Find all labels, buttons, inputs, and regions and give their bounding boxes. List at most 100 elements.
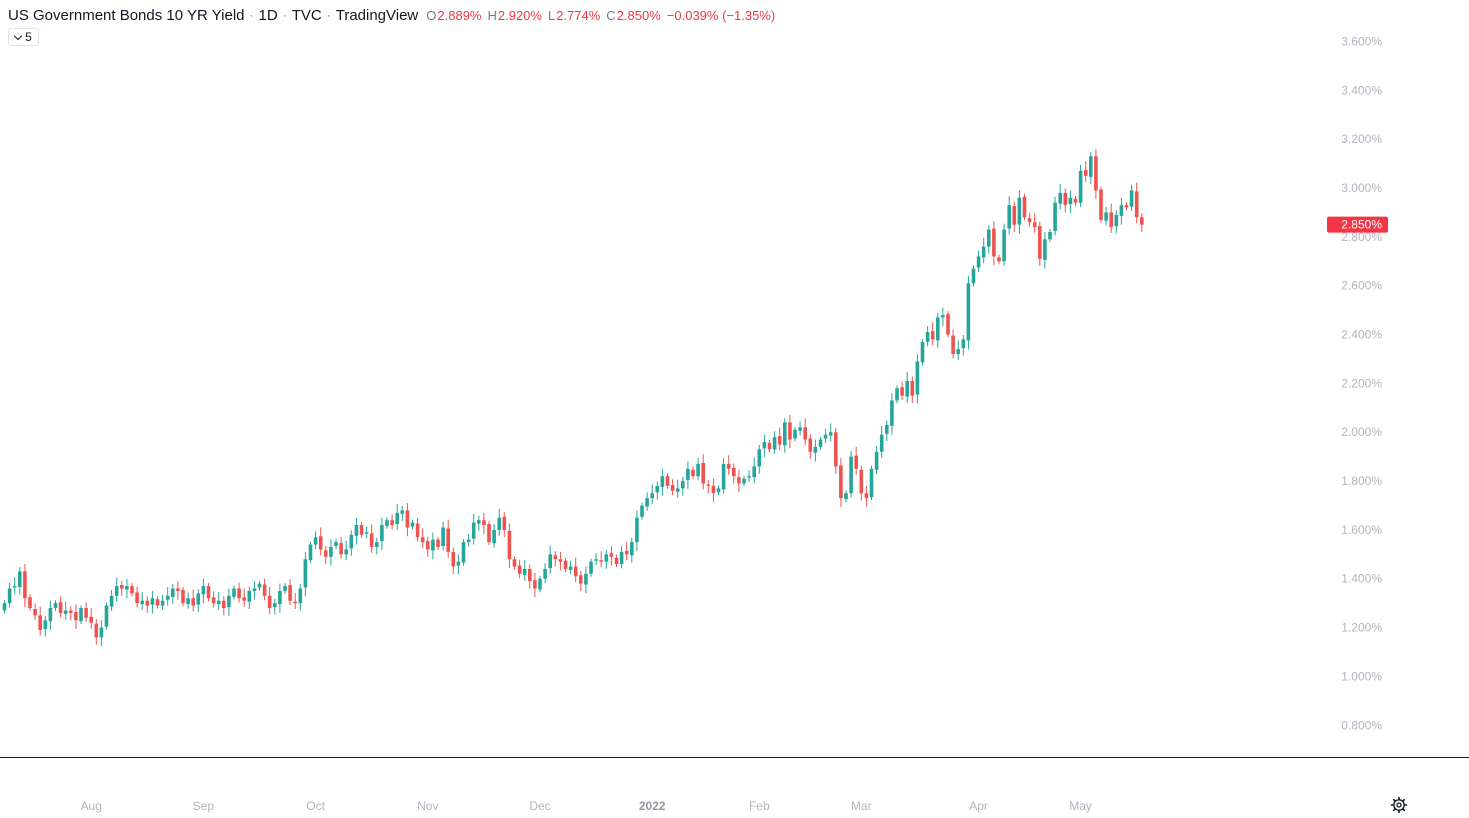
candle [839,458,843,507]
candle [971,265,976,287]
candle [318,527,323,556]
candle [813,439,818,462]
candle [732,463,736,484]
candle [890,393,894,435]
candle [191,589,195,612]
candle [1007,196,1011,235]
candle [1083,161,1088,182]
candle [1094,148,1098,200]
candle [109,589,114,611]
time-tick-label: Nov [417,799,438,813]
candle [936,313,940,348]
candle [777,427,782,451]
candle [385,517,389,529]
candle [1089,151,1093,185]
legend-separator: · [249,8,254,22]
candle [369,524,374,553]
candle [28,594,32,611]
price-axis[interactable]: 0.800% 1.000% 1.200% 1.400% 1.600% 1.800% 2.00… [1341,35,1382,733]
candle [247,586,252,610]
candle [696,458,700,481]
candle [859,465,864,501]
candle [655,481,660,500]
candle [670,479,675,496]
candle [874,445,879,475]
candle [140,591,144,610]
candle [910,376,915,403]
candle [1078,165,1083,208]
candle [293,592,297,610]
candle [53,600,58,611]
candle [359,522,364,538]
candle [497,508,501,536]
candle [415,517,420,542]
indicators-collapse-button[interactable]: 5 [8,28,39,46]
candle [553,550,558,567]
candles-layer [2,148,1144,647]
candle [1053,196,1057,236]
candle [635,510,639,551]
candle [150,590,155,614]
candle [1063,188,1068,213]
candle [420,528,425,548]
candle [895,385,899,404]
candle [788,415,792,449]
candle [89,608,93,629]
candle [232,585,236,600]
candle [23,564,27,608]
candle [987,225,991,254]
candle [380,517,384,550]
price-tick-label: 2.400% [1341,328,1382,342]
time-axis[interactable]: Aug Sep Oct Nov Dec 2022 Feb Mar Apr May [81,799,1092,813]
candle [262,578,267,601]
candle [604,549,609,569]
candle [920,338,925,366]
time-tick-label: Aug [81,799,102,813]
price-tick-label: 3.600% [1341,35,1382,49]
candle [135,586,139,608]
price-tick-label: 2.600% [1341,279,1382,293]
chart-legend: US Government Bonds 10 YR Yield · 1D · T… [8,5,775,25]
candle [1109,203,1113,233]
symbol-title[interactable]: US Government Bonds 10 YR Yield [8,6,245,24]
candle [405,503,410,537]
candle [400,505,405,522]
price-tick-label: 2.000% [1341,425,1382,439]
candle [18,567,22,595]
candle [584,566,588,594]
candle [905,372,909,403]
gear-icon [1390,796,1408,814]
candle [885,420,889,442]
candle [482,512,486,534]
time-tick-label: Mar [851,799,872,813]
candle [33,603,37,620]
chart-settings-button[interactable] [1389,795,1409,815]
candle [793,426,797,442]
candle [466,533,471,547]
candle [681,476,685,496]
candle [1073,195,1078,206]
candle [1027,212,1032,227]
candle [1043,231,1047,269]
candle [762,434,767,458]
price-tick-label: 3.200% [1341,132,1382,146]
legend-separator: · [282,8,287,22]
candle [487,521,491,546]
interval-label[interactable]: 1D [258,6,278,24]
chevron-down-icon [13,31,23,40]
candle [1038,221,1042,267]
candle [288,579,292,606]
candle [1140,212,1144,232]
candle [589,558,593,577]
candle [461,539,466,566]
candle [160,594,165,610]
candle [640,502,644,520]
source-label: TradingView [335,6,419,24]
candle [522,560,527,581]
candle [757,444,762,474]
candle [446,519,450,558]
candle [1129,184,1134,211]
price-tick-label: 1.600% [1341,523,1382,537]
candle [278,583,282,613]
